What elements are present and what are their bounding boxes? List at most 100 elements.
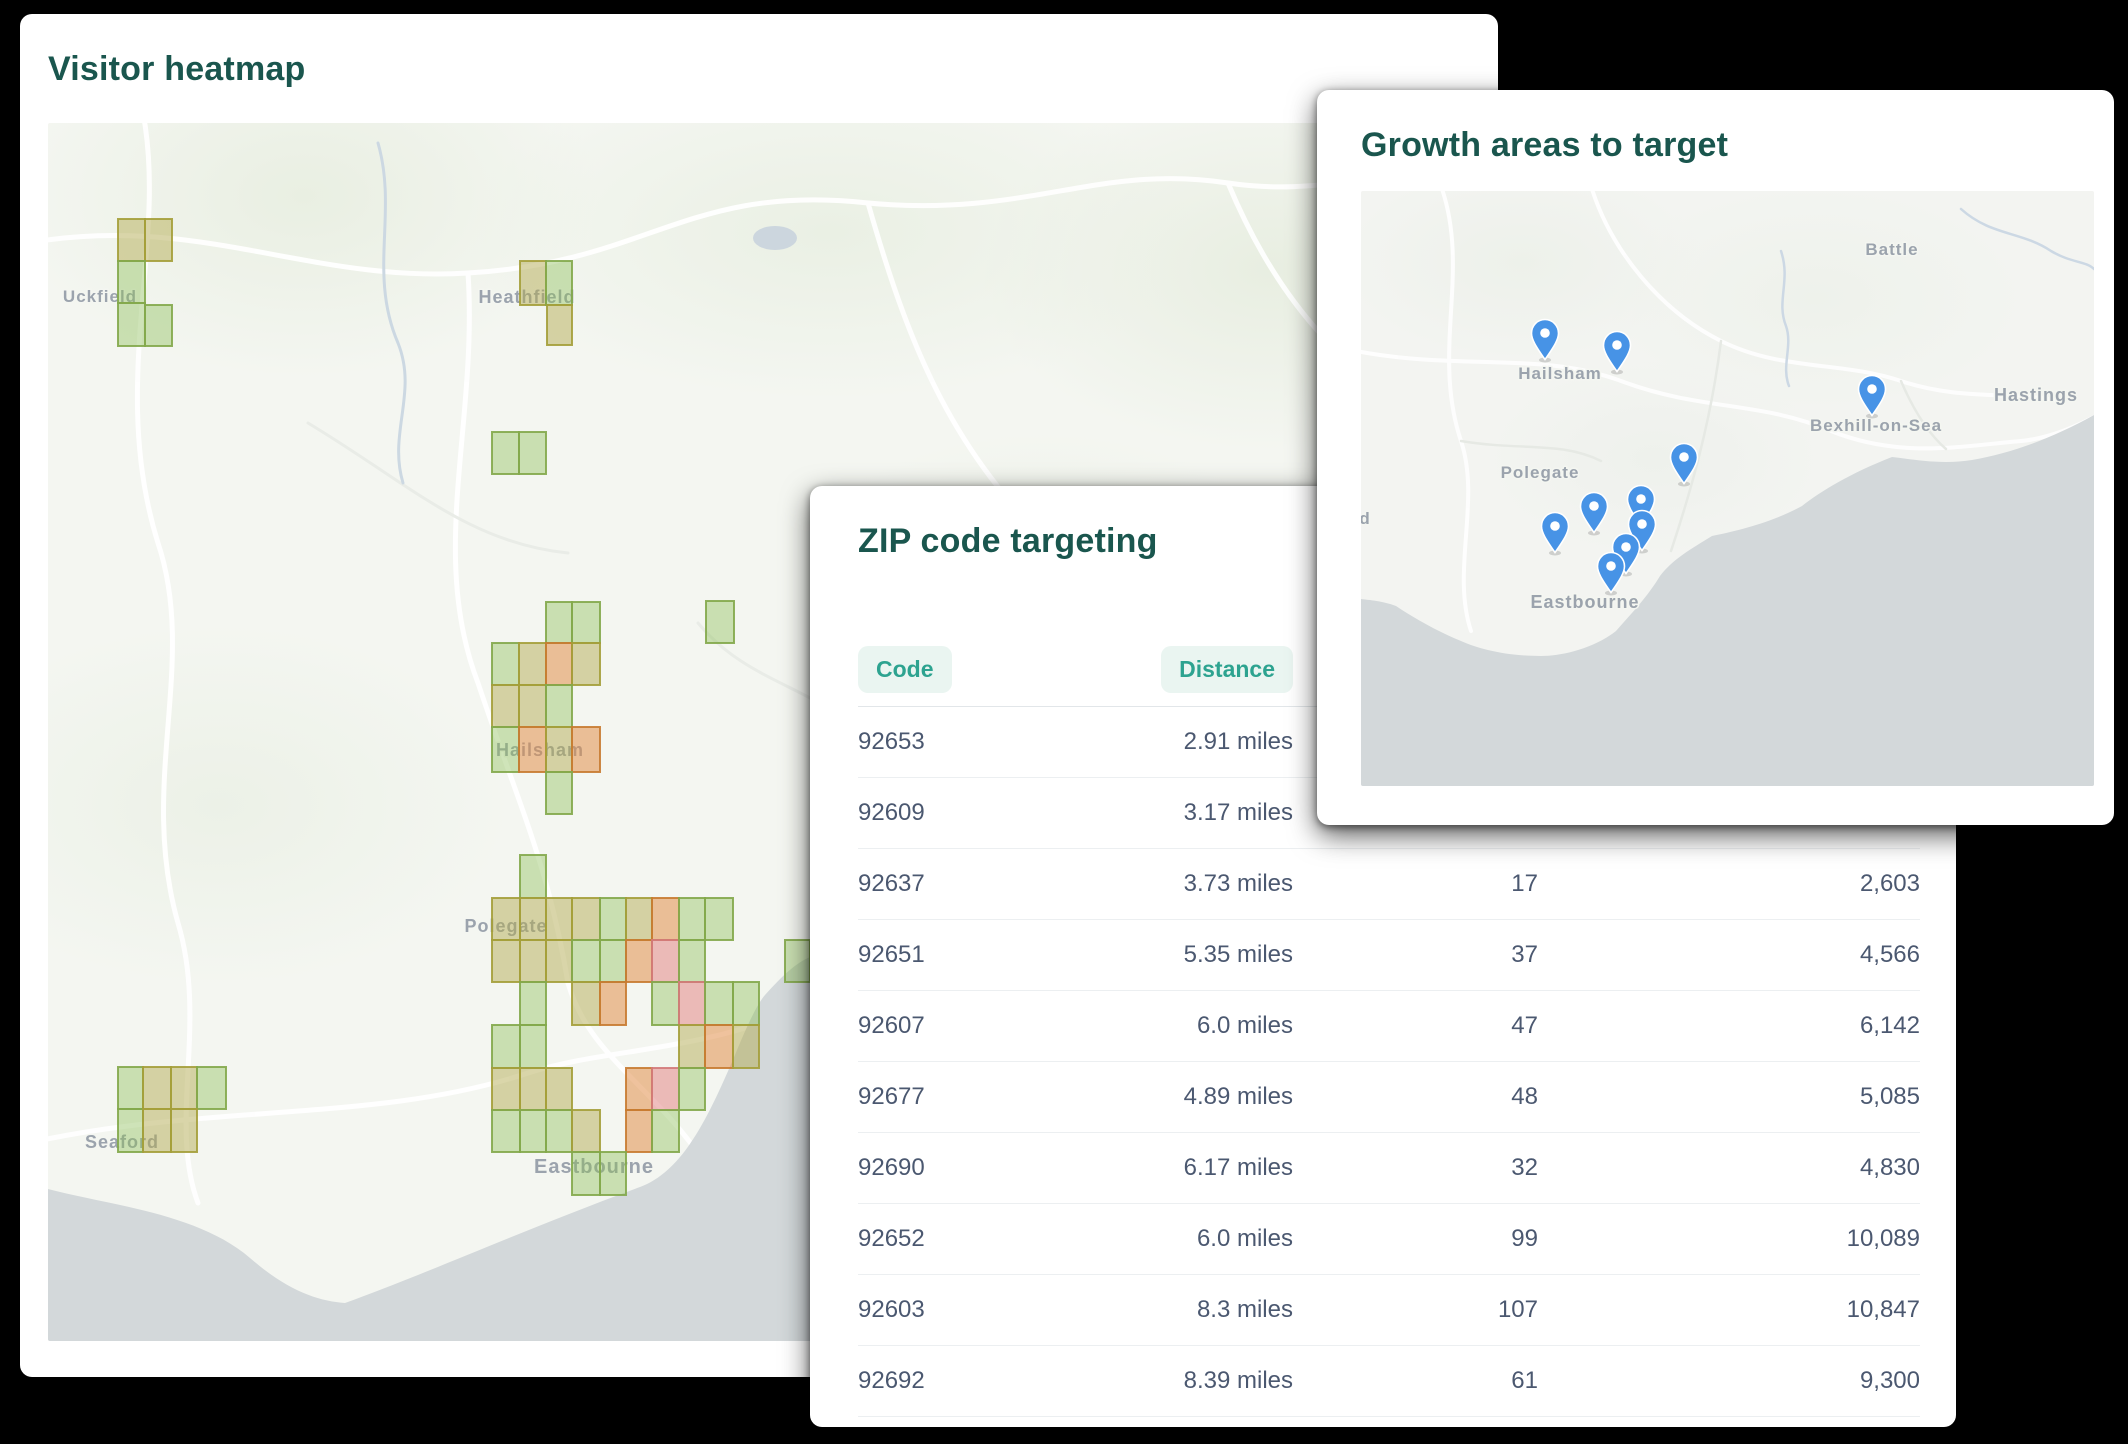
total-cell: 4,566 [1859,941,1920,968]
heat-cell [732,1024,760,1069]
heat-cell [625,897,653,941]
heat-cell [144,218,173,262]
heat-cell [519,854,547,899]
distance-cell: 3.17 miles [1183,799,1293,826]
map-town-label: Heathfield [478,287,575,307]
heat-cell [678,939,706,983]
heat-cell [545,897,573,941]
map-town-label: d [1361,509,1371,528]
zip-code-cell: 92609 [858,799,925,826]
distance-cell: 5.35 miles [1183,941,1293,968]
pin-dot-icon [1589,501,1599,511]
pin-dot-icon [1636,494,1646,504]
zip-code-cell: 92637 [858,870,925,897]
zip-code-cell: 92651 [858,941,925,968]
total-cell: 4,830 [1859,1154,1920,1181]
map-pin[interactable] [1530,318,1560,363]
heat-cell [545,726,573,773]
heat-cell [491,431,520,475]
heat-cell [117,302,146,347]
heat-cell [545,771,573,815]
heat-cell [545,939,573,983]
heat-cell [491,897,521,941]
zip-code-cell: 92607 [858,1012,925,1039]
heat-cell [491,1109,521,1153]
heat-cell [491,1067,521,1111]
distance-cell: 2.91 miles [1183,728,1293,755]
table-row[interactable]: 92692 8.39 miles 61 9,300 [858,1346,1920,1417]
heat-cell [519,260,547,306]
pin-icon [1540,511,1570,554]
table-row[interactable]: 92607 6.0 miles 47 6,142 [858,991,1920,1062]
map-pin[interactable] [1596,551,1626,596]
heat-cell [651,1109,680,1153]
zip-table-body: 92653 2.91 miles 92609 3.17 miles 92637 3.73 … [858,707,1920,1417]
pin-icon [1596,551,1626,594]
heat-cell [491,726,520,773]
table-row[interactable]: 92652 6.0 miles 99 10,089 [858,1204,1920,1275]
map-pin[interactable] [1857,374,1887,419]
heat-cell [651,981,680,1026]
heat-cell [651,939,680,983]
heat-cell [678,897,706,941]
heat-cell [704,1024,734,1069]
heat-cell [571,726,601,773]
heat-cell [571,897,601,941]
heat-cell [519,1109,547,1153]
pin-dot-icon [1612,340,1622,350]
growth-areas-map[interactable]: Battle Hailsham Hastings Bexhill-on-Sea Pole… [1361,191,2094,786]
map-town-label: Hastings [1994,385,2078,405]
count-cell: 47 [1511,1012,1538,1039]
map-town-label: Hailsham [1518,364,1602,383]
table-row[interactable]: 92690 6.17 miles 32 4,830 [858,1133,1920,1204]
heat-cell [705,600,735,644]
count-cell: 37 [1511,941,1538,968]
heat-cell [142,1066,172,1110]
heat-cell [491,939,521,983]
heatmap-card-title: Visitor heatmap [48,50,306,88]
zip-code-cell: 92690 [858,1154,925,1181]
count-cell: 32 [1511,1154,1538,1181]
table-row[interactable]: 92677 4.89 miles 48 5,085 [858,1062,1920,1133]
total-cell: 5,085 [1859,1083,1920,1110]
heat-cell [545,684,573,728]
map-minor-roads [1459,339,1948,553]
pin-icon [1669,442,1699,485]
heat-cell [625,1067,653,1111]
heat-cell [784,939,811,983]
map-pin[interactable] [1602,330,1632,375]
heat-cell [519,939,547,983]
column-header-code[interactable]: Code [858,646,952,693]
heat-cell [117,1108,144,1153]
map-town-label: Battle [1865,240,1918,259]
distance-cell: 4.89 miles [1183,1083,1293,1110]
count-cell: 99 [1511,1225,1538,1252]
heat-cell [117,218,146,262]
heat-cell [625,1109,653,1153]
map-pin[interactable] [1669,442,1699,487]
heat-cell [518,431,547,475]
map-pin[interactable] [1579,491,1609,536]
heat-cell [519,1024,547,1069]
heat-cell [545,1067,573,1111]
heat-cell [518,726,547,773]
table-row[interactable]: 92637 3.73 miles 17 2,603 [858,849,1920,920]
heat-cell [678,1024,706,1069]
heat-cell [732,981,760,1026]
count-cell: 48 [1511,1083,1538,1110]
heat-cell [144,304,173,347]
column-header-distance[interactable]: Distance [1161,646,1293,693]
heat-cell [518,684,547,728]
total-cell: 10,089 [1846,1225,1920,1252]
pin-dot-icon [1867,384,1877,394]
table-row[interactable]: 92603 8.3 miles 107 10,847 [858,1275,1920,1346]
distance-cell: 8.39 miles [1183,1367,1293,1394]
growth-areas-card: Growth areas to target Battle [1317,90,2114,825]
heat-cell [704,981,734,1026]
table-row[interactable]: 92609 3.17 miles [858,778,1920,849]
map-pin[interactable] [1540,511,1570,556]
table-row[interactable]: 92651 5.35 miles 37 4,566 [858,920,1920,991]
total-cell: 9,300 [1859,1367,1920,1394]
map-town-label: Polegate [1501,463,1580,482]
distance-cell: 6.0 miles [1196,1012,1293,1039]
